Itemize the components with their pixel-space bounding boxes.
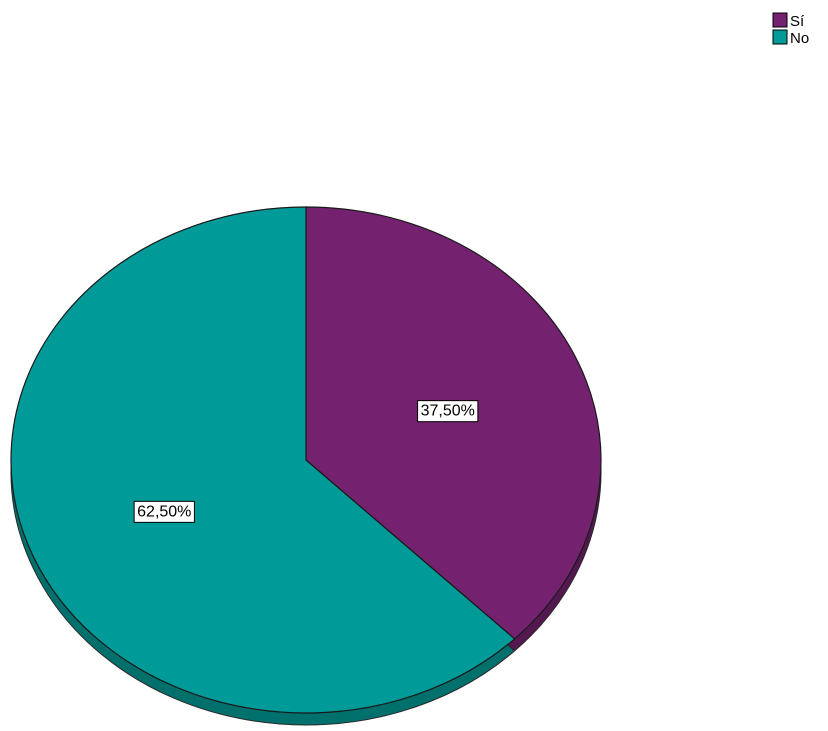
pie-slices (10, 206, 602, 714)
data-label-text: 37,50% (421, 403, 475, 420)
data-label-1: 37,50% (417, 400, 479, 423)
data-label-2: 62,50% (133, 500, 195, 523)
data-label-box (417, 400, 479, 423)
pie-slice-1 (305, 206, 602, 640)
legend-item-2: No (772, 29, 809, 47)
legend-swatch (772, 12, 788, 28)
data-label-box (133, 500, 195, 523)
pie-data-labels: 37,50% 62,50% (133, 400, 479, 523)
data-label-text: 62,50% (137, 503, 191, 520)
legend-label: No (790, 30, 809, 47)
pie-slice-2 (10, 206, 516, 714)
legend-label: Sí (790, 13, 805, 30)
legend-item-1: Sí (772, 12, 805, 30)
legend-swatch (772, 29, 788, 45)
